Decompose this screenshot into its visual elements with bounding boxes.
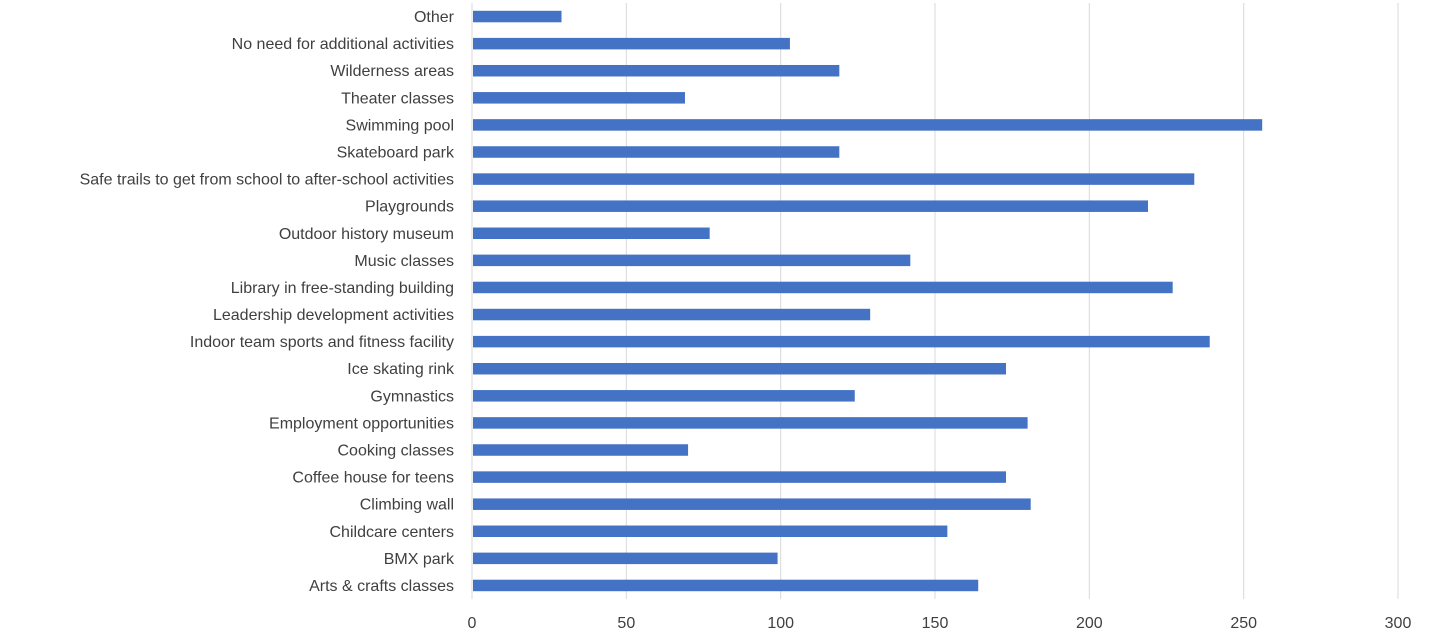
bar-other xyxy=(473,10,562,23)
x-tick-label: 150 xyxy=(922,615,949,632)
bar-bmx-park xyxy=(473,552,778,565)
bar-no-need-for-additional-activities xyxy=(473,37,790,50)
bar-indoor-team-sports-and-fitness-facility xyxy=(473,335,1210,348)
category-label-skateboard-park: Skateboard park xyxy=(337,145,455,162)
category-label-climbing-wall: Climbing wall xyxy=(360,497,454,514)
category-label-arts-crafts-classes: Arts & crafts classes xyxy=(309,578,454,595)
bar-arts-crafts-classes xyxy=(473,579,979,592)
bar-library-in-free-standing-building xyxy=(473,281,1173,294)
bar-safe-trails-to-get-from-school-to-after-school-activities xyxy=(473,173,1195,185)
bar-ice-skating-rink xyxy=(473,362,1006,375)
bar-swimming-pool xyxy=(473,119,1263,131)
bar-coffee-house-for-teens xyxy=(473,471,1006,483)
category-label-coffee-house-for-teens: Coffee house for teens xyxy=(292,470,454,487)
category-label-leadership-development-activities: Leadership development activities xyxy=(213,307,454,324)
category-label-music-classes: Music classes xyxy=(354,253,454,270)
category-label-library-in-free-standing-building: Library in free-standing building xyxy=(231,280,454,297)
x-axis-tick-labels: 0 50 100 150 200 250 300 xyxy=(468,615,1412,632)
category-label-outdoor-history-museum: Outdoor history museum xyxy=(279,226,454,243)
bar-skateboard-park xyxy=(473,146,840,158)
category-label-swimming-pool: Swimming pool xyxy=(346,117,454,134)
category-label-cooking-classes: Cooking classes xyxy=(338,443,455,460)
bar-leadership-development-activities xyxy=(473,308,871,321)
category-label-no-need-for-additional-activities: No need for additional activities xyxy=(232,36,454,53)
category-label-employment-opportunities: Employment opportunities xyxy=(269,415,454,432)
x-tick-label: 300 xyxy=(1385,615,1412,632)
category-labels: Arts & crafts classes BMX park Childcare c… xyxy=(80,9,455,595)
bar-theater-classes xyxy=(473,92,685,104)
category-label-indoor-team-sports-and-fitness-facility: Indoor team sports and fitness facility xyxy=(190,334,454,351)
bar-childcare-centers xyxy=(473,525,948,538)
x-tick-label: 200 xyxy=(1076,615,1103,632)
category-label-bmx-park: BMX park xyxy=(384,551,455,568)
category-label-safe-trails-to-get-from-school-to-after-school-activities: Safe trails to get from school to after-… xyxy=(80,172,454,189)
bar-cooking-classes xyxy=(473,444,689,456)
x-tick-label: 0 xyxy=(468,615,477,632)
category-label-theater-classes: Theater classes xyxy=(341,90,454,107)
bar-wilderness-areas xyxy=(473,64,840,77)
category-label-wilderness-areas: Wilderness areas xyxy=(330,63,454,80)
bar-music-classes xyxy=(473,254,911,267)
bars xyxy=(473,10,1263,592)
bar-employment-opportunities xyxy=(473,417,1028,429)
x-tick-label: 50 xyxy=(617,615,635,632)
category-label-playgrounds: Playgrounds xyxy=(365,199,454,216)
bar-outdoor-history-museum xyxy=(473,227,710,240)
x-tick-label: 100 xyxy=(767,615,794,632)
category-label-gymnastics: Gymnastics xyxy=(370,388,454,405)
category-label-other: Other xyxy=(414,9,455,26)
category-label-childcare-centers: Childcare centers xyxy=(330,524,455,541)
bar-gymnastics xyxy=(473,390,855,402)
x-tick-label: 250 xyxy=(1230,615,1257,632)
bar-climbing-wall xyxy=(473,498,1031,510)
category-label-ice-skating-rink: Ice skating rink xyxy=(347,361,455,378)
bar-playgrounds xyxy=(473,200,1148,212)
